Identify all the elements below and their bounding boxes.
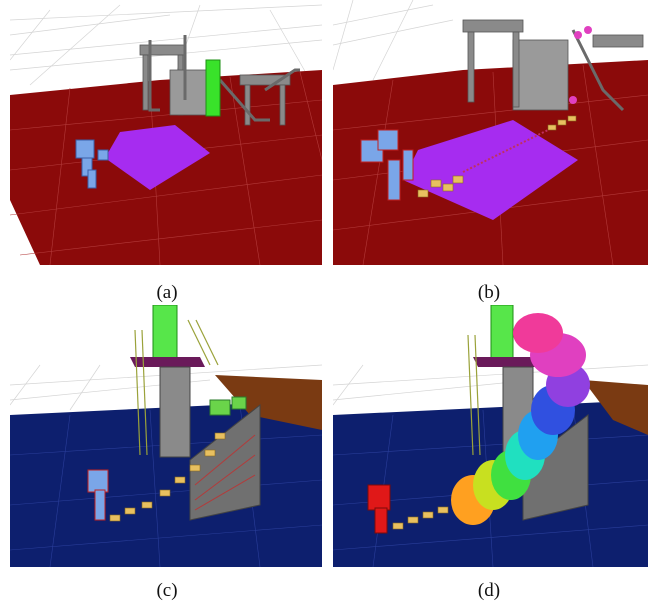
- ladders: [467, 334, 481, 456]
- robot-end: [209, 396, 247, 416]
- robot: [75, 139, 109, 189]
- caption-d: (d): [477, 580, 501, 601]
- pillar: [159, 366, 191, 458]
- robot: [87, 469, 109, 521]
- stair-steps: [194, 434, 256, 511]
- footstep-plan: [392, 506, 449, 530]
- platform: [473, 357, 543, 367]
- brown-wall: [215, 375, 322, 430]
- footstep-plan: [109, 432, 226, 522]
- stair-block: [522, 413, 589, 521]
- panel-b: [333, 0, 648, 265]
- caption-c: (c): [156, 580, 178, 601]
- platform: [130, 357, 205, 367]
- stair-structure: [462, 19, 644, 112]
- handholds: [569, 26, 592, 104]
- ladders: [134, 319, 219, 456]
- brown-wall: [583, 380, 648, 435]
- caption-a: (a): [156, 282, 178, 303]
- footstep-plan: [417, 115, 577, 198]
- target-region: [403, 120, 578, 220]
- green-cylinder: [205, 59, 221, 117]
- stair-block: [189, 403, 261, 521]
- robot: [360, 129, 414, 201]
- green-cylinder: [152, 305, 178, 361]
- panel-a: [10, 0, 322, 265]
- target-region: [105, 125, 210, 190]
- panel-c: [10, 305, 322, 567]
- caption-b: (b): [477, 282, 501, 303]
- panel-d: [333, 305, 648, 567]
- green-cylinder: [490, 305, 514, 361]
- robot-trail: [451, 313, 590, 525]
- robot: [367, 484, 391, 534]
